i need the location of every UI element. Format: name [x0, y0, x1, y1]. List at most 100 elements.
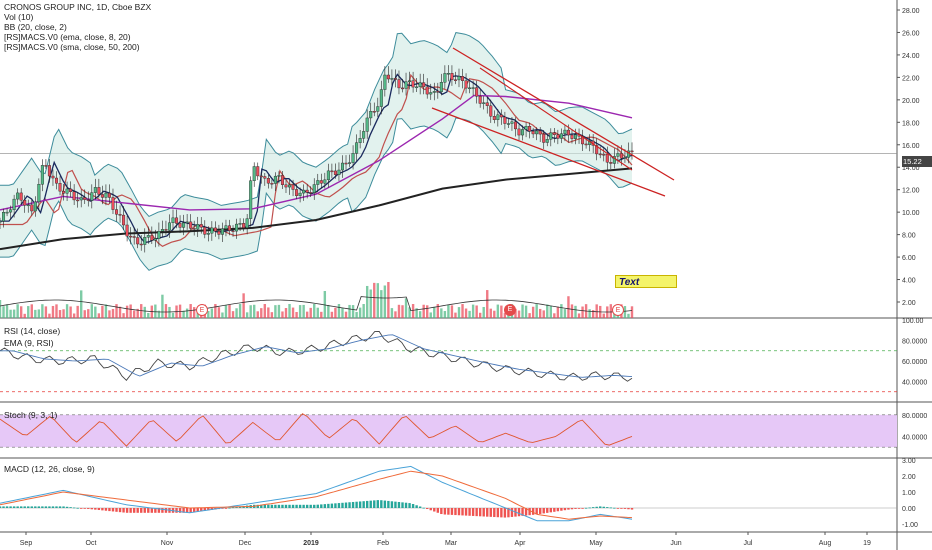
macd-histogram-bar [461, 508, 464, 516]
macd-histogram-bar [62, 506, 65, 508]
stoch-label[interactable]: Stoch (9, 3, 1) [4, 410, 58, 420]
earnings-marker[interactable]: E [612, 304, 624, 316]
macd-histogram-bar [111, 508, 115, 512]
volume-bar [609, 304, 613, 318]
macd-axis-label: 2.00 [902, 474, 916, 481]
time-axis-label: Jul [744, 540, 753, 547]
macd-histogram-bar [203, 508, 206, 511]
volume-bar [34, 309, 37, 318]
volume-bar [260, 308, 263, 318]
volume-bar [115, 304, 118, 318]
macd-histogram-bar [228, 507, 231, 509]
volume-bar [224, 305, 228, 318]
candle-body [270, 182, 274, 185]
volume-bar [185, 308, 189, 318]
macd-histogram-bar [355, 501, 358, 508]
candle-body [492, 116, 496, 120]
earnings-marker[interactable]: E [504, 304, 516, 316]
price-axis-label: 2.00 [902, 300, 916, 307]
candle-body [125, 224, 129, 237]
volume-bar [284, 308, 288, 318]
volume-bar [154, 304, 157, 318]
macd-label[interactable]: MACD (12, 26, close, 9) [4, 464, 95, 474]
volume-bar [274, 305, 277, 318]
macd-histogram-bar [433, 508, 436, 512]
macd-histogram-bar [19, 506, 23, 508]
volume-bar [277, 304, 281, 318]
volume-bar [630, 306, 634, 318]
macd-histogram-bar [83, 508, 86, 509]
volume-bar [394, 311, 397, 318]
volume-bar [369, 289, 372, 318]
candle-body [450, 73, 454, 80]
volume-bar [37, 309, 41, 318]
macd-histogram-bar [553, 508, 556, 512]
volume-bar [51, 305, 55, 318]
candle-body [355, 142, 359, 154]
candle-body [122, 214, 126, 226]
symbol-title[interactable]: CRONOS GROUP INC, 1D, Cboe BZX [4, 2, 152, 12]
candle-body [203, 227, 207, 235]
candle-body [171, 217, 175, 224]
candle-body [40, 165, 44, 185]
volume-bar [55, 304, 58, 318]
volume-bar [87, 309, 90, 318]
candle-body [178, 223, 182, 228]
macd-histogram-bar [468, 508, 471, 516]
bollinger-indicator-label[interactable]: BB (20, close, 2) [4, 22, 67, 32]
candle-body [453, 79, 457, 81]
rsi-label[interactable]: RSI (14, close) [4, 326, 61, 336]
ema-rsi-label[interactable]: EMA (9, RSI) [4, 338, 54, 348]
candle-body [538, 130, 542, 135]
candle-body [238, 223, 242, 225]
candle-body [552, 132, 556, 135]
candle-body [72, 191, 76, 201]
candle-body [351, 153, 355, 163]
volume-bar [101, 305, 104, 318]
macd-histogram-bar [524, 508, 528, 516]
candle-body [312, 184, 316, 193]
text-annotation[interactable]: Text [615, 275, 677, 288]
macd-histogram-bar [30, 506, 33, 508]
ema-indicator-label[interactable]: [RS]MACS.V0 (ema, close, 8, 20) [4, 32, 131, 42]
volume-bar [475, 305, 478, 318]
macd-histogram-bar [108, 508, 111, 512]
volume-bar [171, 312, 175, 318]
candle-body [531, 131, 535, 135]
macd-histogram-bar [305, 504, 309, 508]
volume-bar [383, 285, 387, 318]
volume-bar [58, 310, 62, 318]
macd-histogram-bar [422, 507, 425, 509]
macd-histogram-bar [616, 508, 620, 509]
volume-bar [468, 310, 471, 318]
volume-bar [503, 312, 507, 318]
candle-body [185, 221, 189, 224]
macd-histogram-bar [426, 508, 429, 510]
macd-histogram-bar [178, 508, 182, 513]
volume-bar [531, 306, 535, 318]
candle-body [369, 111, 373, 119]
candle-body [418, 82, 422, 88]
volume-bar [524, 305, 528, 318]
volume-indicator-label[interactable]: Vol (10) [4, 12, 34, 22]
macd-histogram-bar [394, 501, 397, 508]
volume-bar [461, 304, 464, 318]
volume-bar [556, 306, 560, 318]
chart-legend: CRONOS GROUP INC, 1D, Cboe BZX Vol (10) … [4, 2, 151, 52]
macd-histogram-bar [231, 507, 235, 509]
macd-histogram-bar [623, 508, 627, 509]
macd-histogram-bar [161, 508, 164, 513]
sma-indicator-label[interactable]: [RS]MACS.V0 (sma, close, 50, 200) [4, 42, 140, 52]
volume-bar [83, 310, 86, 318]
candle-body [468, 87, 472, 90]
volume-bar [228, 304, 231, 318]
macd-histogram-bar [192, 508, 196, 513]
candle-body [344, 162, 348, 165]
macd-histogram-bar [609, 507, 613, 509]
volume-bar [528, 313, 531, 318]
earnings-marker[interactable]: E [196, 304, 208, 316]
macd-histogram-bar [87, 508, 90, 509]
candle-body [319, 180, 323, 184]
macd-histogram-bar [440, 508, 443, 515]
